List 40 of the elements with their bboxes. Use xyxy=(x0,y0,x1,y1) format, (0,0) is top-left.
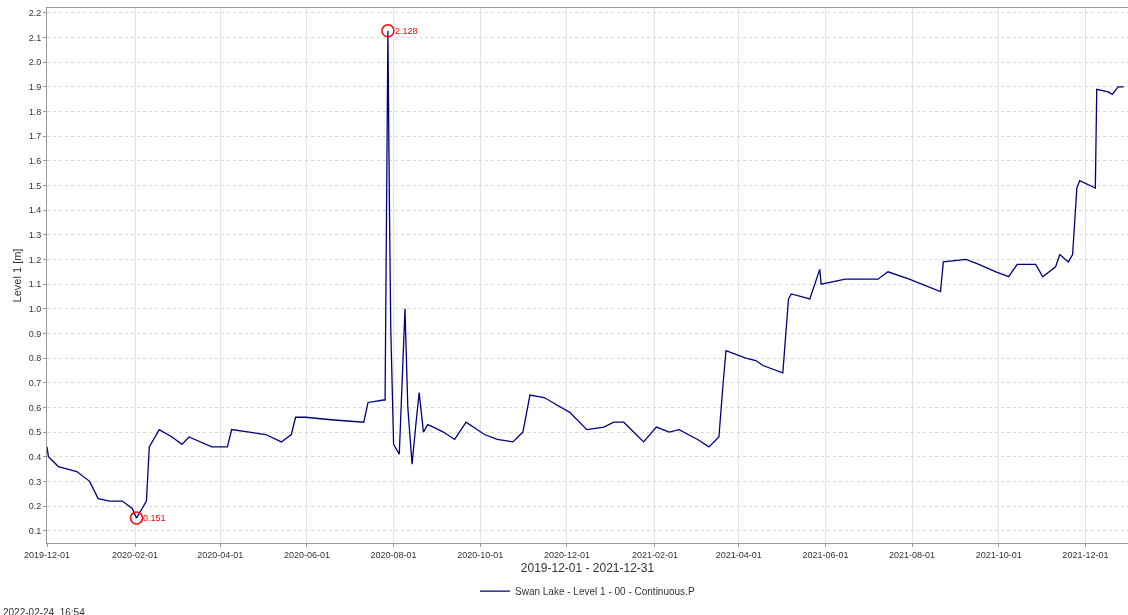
x-tick-label: 2020-06-01 xyxy=(283,549,330,560)
y-tick-label: 1.0 xyxy=(28,303,42,314)
x-tick-label: 2021-10-01 xyxy=(975,549,1022,560)
annotation: 2.128 xyxy=(395,26,418,36)
y-tick-label: 2.1 xyxy=(28,32,42,43)
y-tick-label: 2.0 xyxy=(28,57,42,68)
y-tick-label: 0.5 xyxy=(28,427,42,438)
x-tick-label: 2021-06-01 xyxy=(802,549,849,560)
y-tick-label: 0.3 xyxy=(28,476,42,487)
y-tick-label: 1.2 xyxy=(28,254,42,265)
y-tick-label: 1.7 xyxy=(28,131,42,142)
legend-label: Swan Lake - Level 1 - 00 - Continuous.P xyxy=(515,586,695,598)
x-tick-label: 2021-04-01 xyxy=(715,549,762,560)
y-tick-label: 1.8 xyxy=(28,106,42,117)
x-tick-label: 2020-12-01 xyxy=(543,549,590,560)
y-axis-title: Level 1 [m] xyxy=(11,248,24,303)
x-tick-label: 2021-02-01 xyxy=(631,549,678,560)
y-tick-label: 0.7 xyxy=(28,377,42,388)
x-tick-label: 2021-12-01 xyxy=(1062,549,1109,560)
x-tick-label: 2019-12-01 xyxy=(23,549,71,560)
x-axis-title: 2019-12-01 - 2021-12-31 xyxy=(520,560,655,575)
y-tick-label: 0.6 xyxy=(28,402,42,413)
y-tick-label: 1.1 xyxy=(28,279,42,290)
x-tick-label: 2020-02-01 xyxy=(112,549,159,560)
y-tick-label: 0.9 xyxy=(28,328,42,339)
y-tick-label: 1.9 xyxy=(28,82,42,93)
y-tick-label: 2.2 xyxy=(28,8,42,19)
x-tick-label: 2021-08-01 xyxy=(889,549,936,560)
annotation: 0.151 xyxy=(143,513,166,523)
y-tick-label: 1.3 xyxy=(28,229,42,240)
y-tick-label: 1.6 xyxy=(28,156,42,167)
x-tick-label: 2020-04-01 xyxy=(197,549,244,560)
y-tick-label: 0.4 xyxy=(28,451,42,462)
y-tick-label: 0.1 xyxy=(28,525,42,536)
y-tick-label: 1.4 xyxy=(28,205,42,216)
y-tick-label: 0.8 xyxy=(28,353,42,364)
y-tick-label: 0.2 xyxy=(28,501,42,512)
x-tick-label: 2020-08-01 xyxy=(370,549,417,560)
y-tick-label: 1.5 xyxy=(28,180,42,191)
x-tick-label: 2020-10-01 xyxy=(457,549,504,560)
